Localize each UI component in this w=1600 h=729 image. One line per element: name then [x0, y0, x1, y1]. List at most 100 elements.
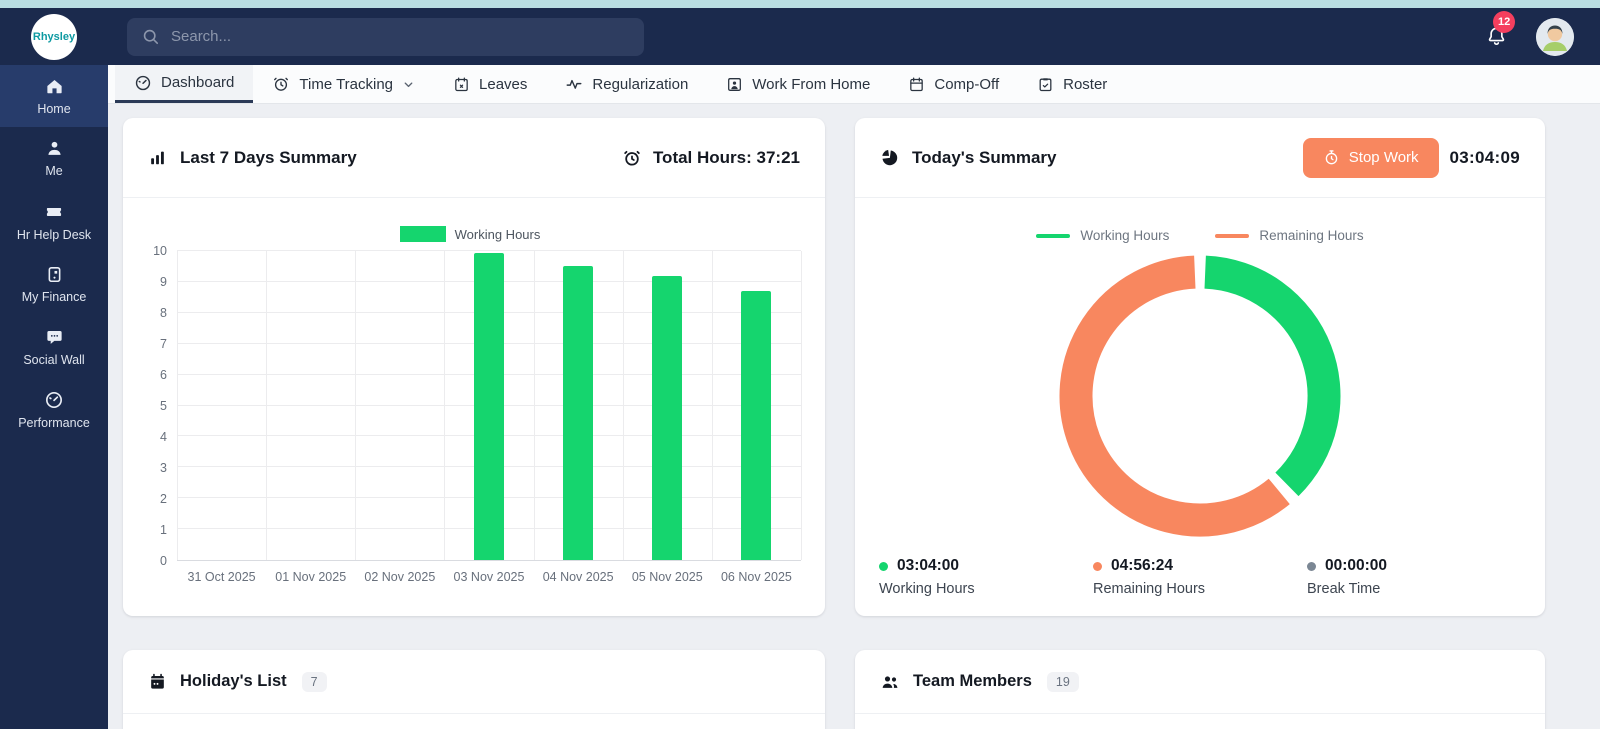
- team-members-header: Team Members 19: [855, 650, 1545, 714]
- app-header: Rhysley 12: [0, 8, 1600, 65]
- work-timer: 03:04:09: [1449, 147, 1520, 167]
- tab-label: Comp-Off: [934, 75, 1000, 93]
- stop-work-label: Stop Work: [1348, 149, 1419, 166]
- card-title: Last 7 Days Summary: [180, 147, 357, 167]
- y-tick-label: 9: [160, 275, 167, 289]
- sidebar-item-label: Me: [45, 164, 63, 179]
- avatar-image: [1536, 17, 1574, 56]
- sidebar-item-my-finance[interactable]: My Finance: [0, 253, 108, 315]
- stat-label: Working Hours: [879, 581, 975, 597]
- tab-work-from-home[interactable]: Work From Home: [707, 65, 889, 103]
- holidays-list-header: Holiday's List 7: [123, 650, 825, 714]
- tab-roster[interactable]: Roster: [1018, 65, 1126, 103]
- sidebar-item-me[interactable]: Me: [0, 127, 108, 189]
- y-tick-label: 10: [153, 244, 167, 258]
- bar: [474, 252, 504, 560]
- legend-label: Working Hours: [1080, 228, 1170, 243]
- today-stats: 03:04:00 Working Hours 04:56:24 Remainin…: [855, 541, 1545, 597]
- stop-work-button[interactable]: Stop Work: [1302, 137, 1439, 178]
- dashboard-main: Last 7 Days Summary Total Hours: 37:21 W…: [108, 104, 1600, 729]
- tab-label: Leaves: [479, 75, 528, 93]
- sidebar-item-home[interactable]: Home: [0, 65, 108, 128]
- gridline: [801, 251, 802, 560]
- donut-svg: [1059, 255, 1341, 537]
- x-tick-label: 06 Nov 2025: [720, 570, 792, 584]
- y-tick-label: 4: [160, 430, 167, 444]
- sidebar-item-social-wall[interactable]: Social Wall: [0, 316, 108, 378]
- donut-segment: [1204, 255, 1341, 497]
- tab-comp-off[interactable]: Comp-Off: [889, 65, 1018, 103]
- ticket-icon: [46, 207, 62, 216]
- bar-xlabels: 31 Oct 2025 01 Nov 2025 02 Nov 2025 03 Nov …: [177, 570, 801, 584]
- team-members-card: Team Members 19: [855, 650, 1545, 729]
- person-icon: [47, 142, 61, 156]
- stat-label: Break Time: [1307, 581, 1381, 597]
- donut-chart: [855, 251, 1545, 541]
- dashboard-gauge-icon: [135, 75, 151, 90]
- tab-label: Regularization: [592, 75, 689, 93]
- y-tick-label: 3: [160, 461, 167, 475]
- chevron-down-icon: [404, 81, 413, 87]
- sidebar: Home Me Hr Help Desk My Finance Social W…: [0, 65, 108, 729]
- passbook-icon: [48, 267, 60, 283]
- x-tick-label: 05 Nov 2025: [631, 570, 703, 584]
- calendar-icon: [910, 76, 924, 91]
- alarm-clock-icon: [624, 150, 640, 166]
- legend-swatch: [399, 226, 446, 242]
- gridline: [533, 251, 535, 560]
- stat-time: 00:00:00: [1325, 557, 1388, 574]
- tab-regularization[interactable]: Regularization: [546, 65, 707, 103]
- x-tick-label: 03 Nov 2025: [453, 570, 525, 584]
- people-icon: [882, 675, 898, 688]
- gauge-icon: [45, 391, 63, 408]
- donut-segment: [1059, 255, 1290, 537]
- stat-time: 04:56:24: [1111, 557, 1174, 574]
- legend-item-remaining: Remaining Hours: [1215, 228, 1364, 243]
- gridline: [177, 251, 178, 560]
- bar-plot: [177, 250, 802, 561]
- gridline: [622, 251, 624, 560]
- sidebar-item-label: Home: [37, 102, 71, 116]
- sidebar-item-hr-help-desk[interactable]: Hr Help Desk: [0, 190, 108, 253]
- legend-label: Working Hours: [454, 226, 541, 242]
- holidays-list-card: Holiday's List 7: [123, 650, 825, 729]
- x-tick-label: 01 Nov 2025: [275, 570, 347, 584]
- legend-label: Remaining Hours: [1259, 228, 1364, 243]
- legend-item-working: Working Hours: [1036, 228, 1169, 243]
- search-input[interactable]: [171, 28, 630, 45]
- team-count-badge: 19: [1046, 671, 1079, 692]
- company-logo[interactable]: Rhysley: [31, 13, 77, 60]
- pie-chart-icon: [882, 149, 898, 166]
- sidebar-item-label: My Finance: [21, 290, 87, 305]
- bar: [652, 275, 683, 560]
- card-title: Holiday's List: [180, 672, 287, 690]
- calendar-icon: [455, 76, 468, 91]
- tab-time-tracking[interactable]: Time Tracking: [253, 65, 434, 103]
- sidebar-item-label: Social Wall: [23, 352, 85, 367]
- y-tick-label: 7: [160, 337, 167, 351]
- global-search[interactable]: [127, 17, 644, 56]
- tab-dashboard[interactable]: Dashboard: [115, 65, 254, 103]
- stat-remaining-hours: 04:56:24 Remaining Hours: [1093, 557, 1307, 597]
- sidebar-item-label: Hr Help Desk: [16, 227, 92, 242]
- tab-label: Time Tracking: [299, 75, 394, 93]
- last-7-days-summary-card: Last 7 Days Summary Total Hours: 37:21 W…: [123, 118, 825, 616]
- bar: [741, 291, 772, 560]
- notifications-button[interactable]: 12: [1485, 11, 1516, 48]
- card-title: Team Members: [913, 672, 1032, 690]
- user-avatar[interactable]: [1536, 17, 1574, 56]
- x-tick-label: 02 Nov 2025: [364, 570, 436, 584]
- y-tick-label: 5: [160, 399, 167, 413]
- holidays-count-badge: 7: [301, 671, 327, 692]
- tab-leaves[interactable]: Leaves: [434, 65, 546, 103]
- header-actions: 12: [1485, 11, 1600, 56]
- clipboard-check-icon: [1039, 77, 1052, 91]
- sidebar-item-performance[interactable]: Performance: [0, 378, 108, 441]
- y-tick-label: 0: [160, 554, 167, 568]
- bar-yaxis: 0 1 2 3 4 5 6 7 8 9 10: [139, 244, 177, 568]
- donut-legend: Working Hours Remaining Hours: [855, 228, 1545, 243]
- gridline: [711, 251, 713, 560]
- search-icon: [143, 29, 159, 45]
- tab-label: Work From Home: [752, 75, 871, 93]
- bar-chart: Working Hours 0 1 2 3 4 5 6 7 8 9 10 31 Oct 2025 01…: [123, 198, 825, 584]
